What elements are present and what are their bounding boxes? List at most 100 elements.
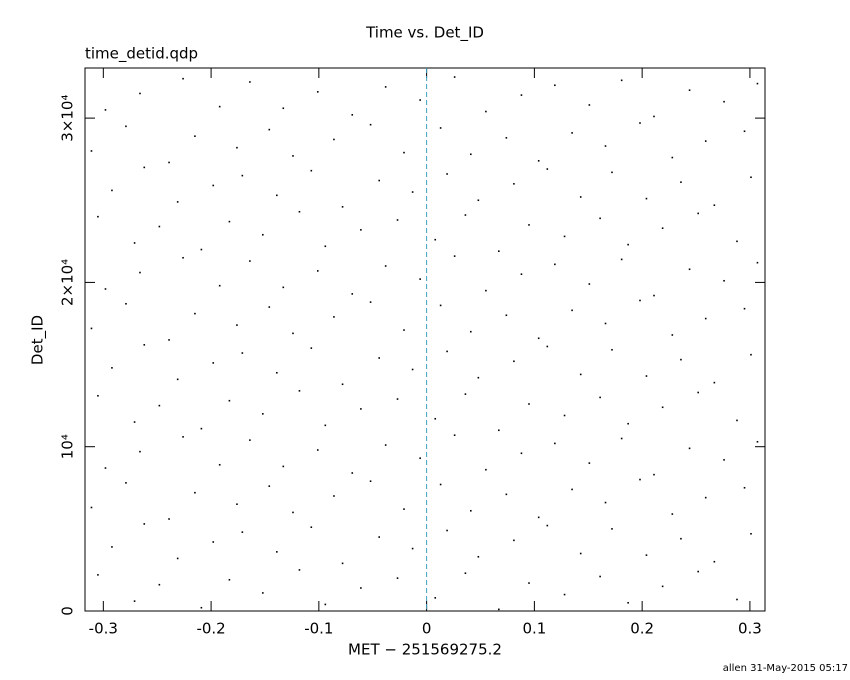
point — [212, 184, 215, 187]
point — [736, 598, 738, 601]
point — [176, 557, 179, 560]
point — [627, 422, 629, 425]
point — [704, 496, 707, 499]
point — [200, 248, 203, 251]
point — [143, 344, 146, 346]
point — [546, 524, 549, 527]
point — [611, 348, 613, 351]
point — [384, 86, 387, 88]
point — [282, 107, 285, 110]
point — [182, 436, 184, 438]
point — [680, 358, 682, 361]
point — [310, 526, 313, 529]
point — [697, 391, 699, 394]
point — [520, 273, 523, 275]
point — [671, 513, 674, 515]
point — [723, 100, 725, 103]
chart-subtitle: time_detid.qdp — [85, 45, 198, 64]
point — [133, 421, 136, 423]
point — [477, 199, 480, 202]
point — [360, 408, 362, 410]
point — [249, 260, 251, 262]
point — [723, 279, 725, 282]
point — [369, 123, 372, 126]
point — [212, 541, 215, 543]
point — [750, 532, 752, 535]
point — [439, 483, 442, 486]
point — [236, 503, 238, 506]
point — [276, 194, 278, 197]
point — [498, 429, 500, 432]
point — [310, 169, 313, 172]
point — [464, 214, 467, 216]
point — [756, 440, 759, 443]
point — [434, 238, 437, 241]
point — [341, 562, 344, 565]
point — [97, 394, 99, 397]
point — [360, 587, 362, 589]
point — [756, 82, 759, 85]
point — [453, 76, 456, 78]
point — [228, 399, 231, 402]
point — [554, 442, 556, 445]
point — [713, 560, 716, 563]
point — [743, 130, 746, 133]
y-tick-label: 0 — [59, 606, 77, 616]
point — [513, 183, 515, 185]
point — [236, 146, 238, 149]
point — [704, 317, 707, 320]
point — [97, 574, 99, 576]
point — [310, 347, 313, 349]
point — [90, 506, 93, 509]
point — [470, 330, 472, 333]
point — [403, 329, 405, 331]
point — [378, 179, 380, 182]
point — [282, 465, 285, 468]
point — [139, 271, 141, 274]
point — [470, 509, 472, 512]
point — [520, 94, 523, 96]
point — [133, 242, 136, 244]
x-tick-label: -0.2 — [196, 620, 225, 638]
point — [249, 81, 251, 83]
point — [588, 283, 591, 285]
point — [351, 472, 354, 474]
point — [419, 457, 421, 460]
point — [194, 135, 196, 137]
point — [485, 468, 487, 471]
point — [704, 140, 707, 142]
point — [276, 551, 278, 553]
point — [485, 110, 487, 113]
point — [411, 368, 414, 371]
point — [176, 378, 179, 381]
point — [554, 263, 556, 266]
point — [298, 569, 301, 571]
point — [546, 345, 549, 348]
point — [384, 444, 387, 446]
point — [645, 197, 648, 200]
x-axis-label: MET − 251569275.2 — [348, 641, 502, 659]
point — [627, 601, 629, 604]
plot-frame — [84, 67, 766, 612]
point — [125, 482, 127, 484]
point — [369, 480, 372, 483]
footer: allen 31-May-2015 05:17 — [723, 663, 848, 674]
point — [537, 160, 540, 162]
point — [697, 570, 699, 573]
point — [168, 339, 170, 341]
point — [111, 189, 113, 192]
point — [579, 552, 582, 555]
point — [403, 151, 405, 154]
point — [464, 393, 467, 395]
point — [316, 91, 319, 93]
point — [360, 229, 362, 231]
point — [599, 217, 601, 220]
chart-title: Time vs. Det_ID — [365, 24, 484, 43]
point — [90, 327, 93, 330]
point — [750, 353, 752, 356]
point — [563, 414, 566, 417]
point — [571, 132, 573, 134]
point — [645, 554, 648, 556]
point — [333, 138, 335, 141]
